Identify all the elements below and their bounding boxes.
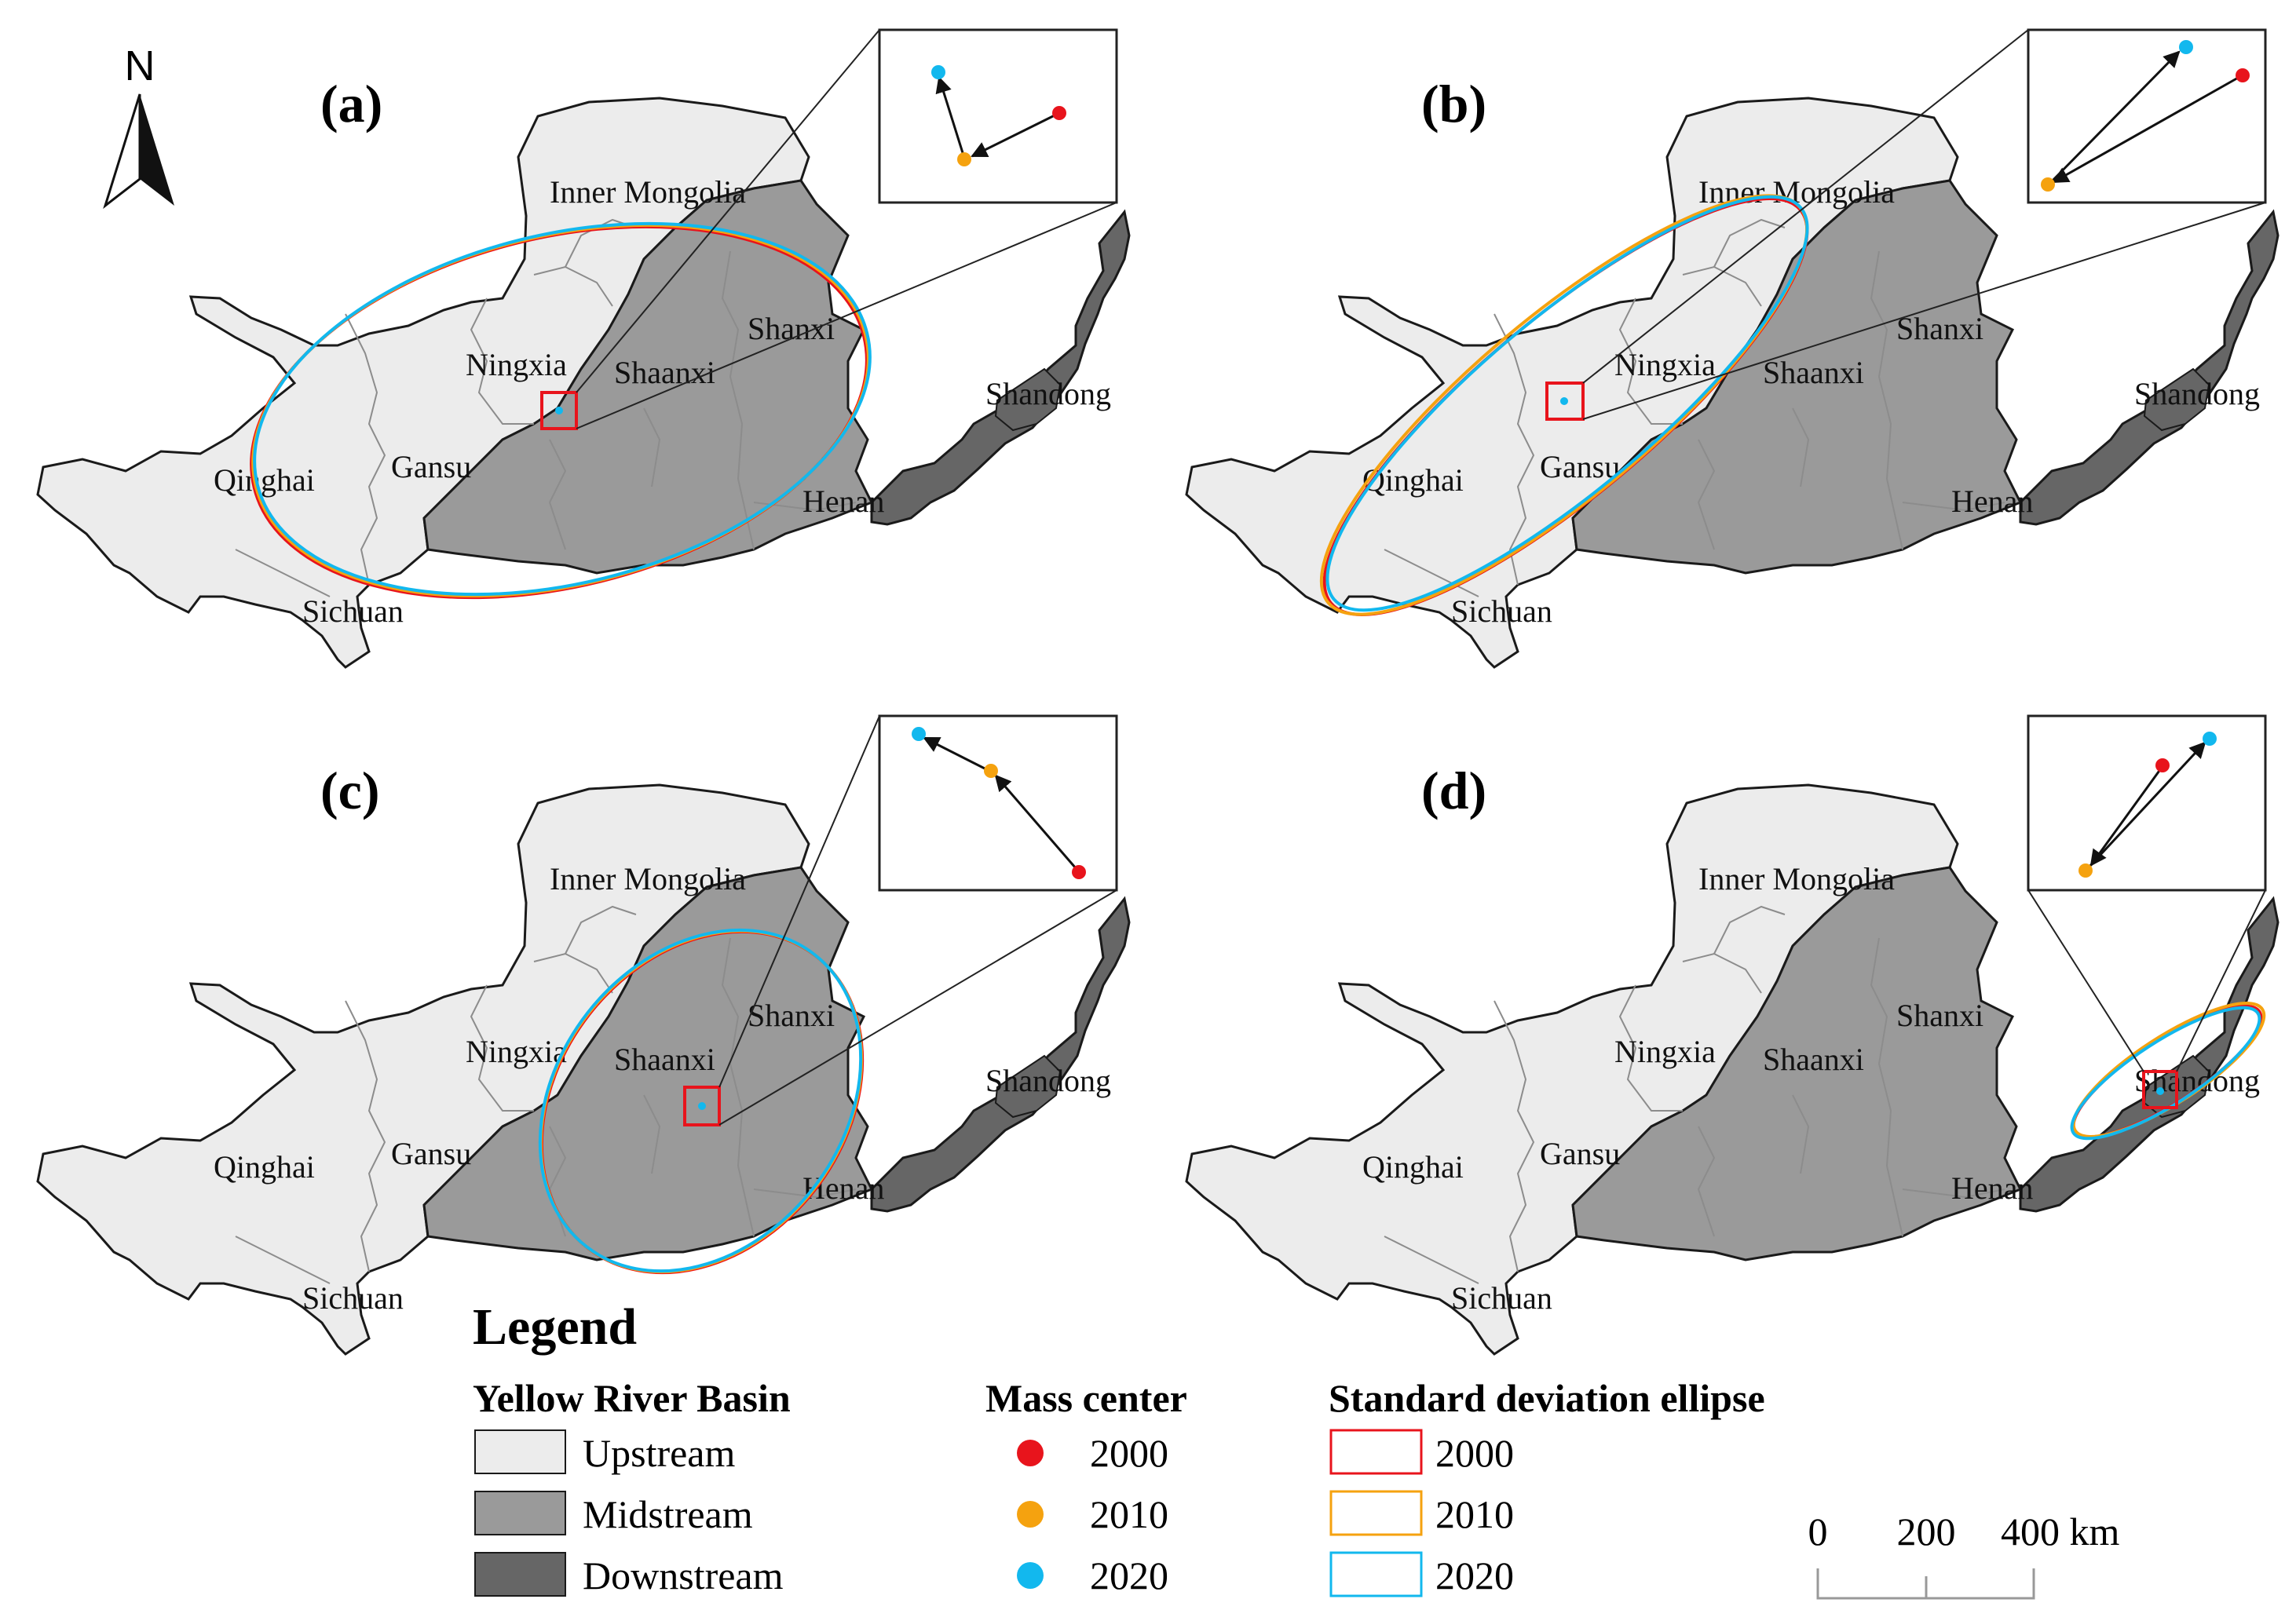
label-shanxi-d: Shanxi [1896,998,1983,1033]
ellipses-c [538,928,865,1275]
legend-mass-2020-dot [1017,1562,1044,1589]
label-shaanxi-c: Shaanxi [614,1042,715,1077]
north-arrow-label: N [125,42,155,89]
mass-center-2000-c [1072,865,1086,879]
zoom-box-a [540,391,578,430]
label-qinghai-b: Qinghai [1362,462,1464,498]
legend-basin-heading: Yellow River Basin [473,1376,791,1420]
legend-ellipse-2010-label: 2010 [1435,1492,1514,1536]
panel-d: (d) Inner Mongolia Ningxia Shaanxi Shanx… [1185,714,2280,1356]
label-ningxia-b: Ningxia [1614,347,1716,382]
label-sichuan-c: Sichuan [302,1280,404,1316]
label-qinghai: Qinghai [214,462,315,498]
label-ningxia-d: Ningxia [1614,1034,1716,1069]
inset-a [878,28,1118,204]
legend: Legend Yellow River Basin Upstream Midst… [473,1298,1765,1597]
label-sichuan-b: Sichuan [1451,593,1552,629]
legend-mass-2020-label: 2020 [1090,1553,1168,1597]
label-henan-b: Henan [1951,484,2033,519]
legend-ellipse-heading: Standard deviation ellipse [1329,1376,1765,1420]
panel-b: (b) Inner Mongolia Ningxia Shaanxi Shanx… [1185,28,2280,669]
panel-c: (c) Inner Mongolia Ningxia Shaanxi Shanx… [36,714,1131,1356]
inset-c [878,714,1118,892]
mass-center-2000-b [2236,68,2250,82]
label-shaanxi-b: Shaanxi [1763,355,1864,390]
label-sichuan-d: Sichuan [1451,1280,1552,1316]
mass-center-2010-d [2078,863,2093,878]
zoom-box-d [2142,1070,2178,1109]
legend-midstream-label: Midstream [583,1492,753,1536]
label-qinghai-d: Qinghai [1362,1149,1464,1185]
legend-ellipse-2000-label: 2000 [1435,1431,1514,1475]
legend-ellipse-2000-swatch [1329,1429,1423,1475]
label-shaanxi-d: Shaanxi [1763,1042,1864,1077]
legend-ellipse-2020-label: 2020 [1435,1553,1514,1597]
panel-a-label: (a) [320,74,382,133]
panel-a: (a) Inner Mongolia Ningxia Shaanxi Shanx… [36,28,1131,669]
legend-mass-2010-dot [1017,1501,1044,1528]
legend-swatch-downstream [474,1552,566,1597]
legend-downstream-label: Downstream [583,1553,784,1597]
label-shandong: Shandong [985,376,1111,411]
inset-d [2027,714,2267,892]
label-shandong-b: Shandong [2134,376,2260,411]
label-gansu-b: Gansu [1540,449,1620,484]
panel-d-label: (d) [1421,761,1486,820]
scale-label-200: 200 [1897,1510,1956,1553]
legend-swatch-upstream [474,1429,566,1474]
mass-center-2020-a [931,65,945,79]
mass-center-2000-a [1052,106,1066,120]
zoom-box-c [683,1086,721,1126]
legend-mass-2010-label: 2010 [1090,1492,1168,1536]
panel-b-label: (b) [1421,74,1486,133]
legend-mass-2000-dot [1017,1440,1044,1466]
label-gansu-c: Gansu [391,1136,471,1171]
mass-center-2020-c [912,727,926,741]
legend-title: Legend [473,1298,637,1356]
mass-center-2020-b [2179,40,2193,54]
label-shandong-d: Shandong [2134,1063,2260,1098]
ellipses-a [250,221,872,600]
label-ningxia: Ningxia [466,347,567,382]
label-sichuan: Sichuan [302,593,404,629]
label-inner-mongolia-c: Inner Mongolia [550,861,746,896]
scale-bar: 0 200 400 km [1808,1510,2120,1600]
label-inner-mongolia: Inner Mongolia [550,174,746,210]
zoom-box-b [1545,382,1585,421]
label-inner-mongolia-d: Inner Mongolia [1698,861,1895,896]
mass-center-2010-a [957,152,971,166]
mass-center-2020-d [2203,732,2217,746]
mass-center-2010-b [2041,177,2055,192]
label-qinghai-c: Qinghai [214,1149,315,1185]
legend-mass-heading: Mass center [985,1376,1187,1420]
scale-label-400: 400 km [2001,1510,2120,1553]
legend-mass-2000-label: 2000 [1090,1431,1168,1475]
label-gansu-d: Gansu [1540,1136,1620,1171]
legend-ellipse-2020-swatch [1329,1551,1423,1597]
legend-upstream-label: Upstream [583,1431,735,1475]
label-shanxi: Shanxi [748,311,835,346]
label-henan-d: Henan [1951,1170,2033,1206]
mass-center-2000-d [2155,758,2170,772]
mass-center-2010-c [984,764,998,778]
label-shanxi-b: Shanxi [1896,311,1983,346]
label-gansu: Gansu [391,449,471,484]
label-shanxi-c: Shanxi [748,998,835,1033]
legend-ellipse-2010-swatch [1329,1490,1423,1536]
north-arrow: N [103,42,174,210]
panel-c-label: (c) [320,761,379,820]
label-shaanxi: Shaanxi [614,355,715,390]
label-shandong-c: Shandong [985,1063,1111,1098]
ellipses-d [2070,1002,2266,1141]
label-henan: Henan [803,484,884,519]
legend-swatch-midstream [474,1491,566,1535]
scale-label-0: 0 [1808,1510,1828,1553]
label-ningxia-c: Ningxia [466,1034,567,1069]
